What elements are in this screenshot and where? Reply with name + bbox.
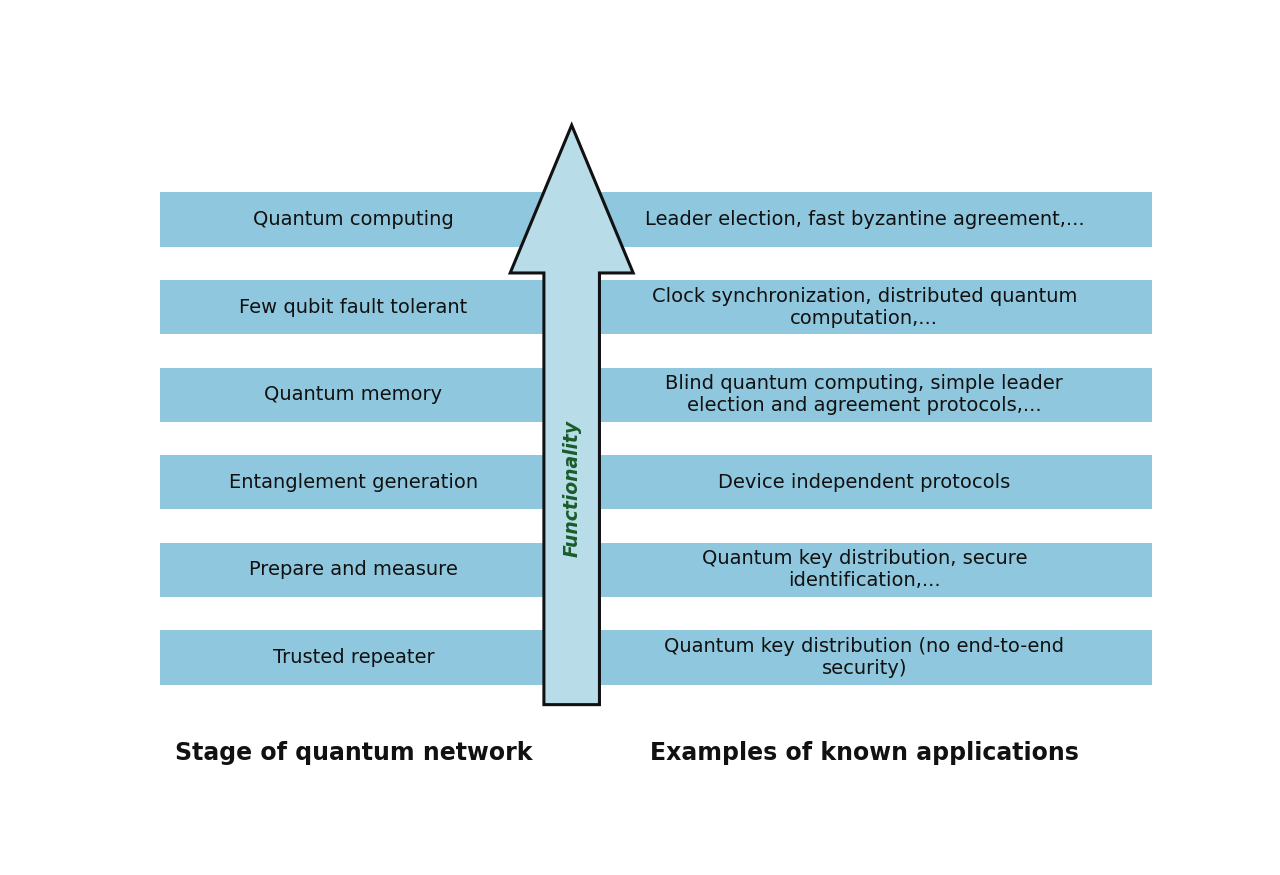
Text: Blind quantum computing, simple leader
election and agreement protocols,...: Blind quantum computing, simple leader e… (666, 374, 1064, 416)
Text: Quantum key distribution (no end-to-end
security): Quantum key distribution (no end-to-end … (664, 637, 1065, 678)
Text: Functionality: Functionality (562, 420, 581, 557)
Text: Trusted repeater: Trusted repeater (273, 648, 434, 667)
Bar (160, 192, 1152, 247)
Bar (160, 455, 1152, 509)
Text: Few qubit fault tolerant: Few qubit fault tolerant (239, 298, 467, 317)
Text: Leader election, fast byzantine agreement,...: Leader election, fast byzantine agreemen… (645, 210, 1084, 229)
Bar (160, 542, 1152, 597)
Polygon shape (511, 125, 634, 704)
Text: Stage of quantum network: Stage of quantum network (174, 741, 532, 765)
Bar (160, 280, 1152, 334)
Text: Device independent protocols: Device independent protocols (718, 473, 1010, 492)
Text: Quantum key distribution, secure
identification,...: Quantum key distribution, secure identif… (701, 550, 1027, 591)
Bar (160, 630, 1152, 684)
Text: Clock synchronization, distributed quantum
computation,...: Clock synchronization, distributed quant… (652, 287, 1076, 327)
Bar (160, 368, 1152, 422)
Text: Prepare and measure: Prepare and measure (250, 560, 458, 579)
Text: Entanglement generation: Entanglement generation (229, 473, 477, 492)
Text: Examples of known applications: Examples of known applications (650, 741, 1079, 765)
Text: Quantum memory: Quantum memory (265, 385, 443, 404)
Text: Quantum computing: Quantum computing (253, 210, 454, 229)
